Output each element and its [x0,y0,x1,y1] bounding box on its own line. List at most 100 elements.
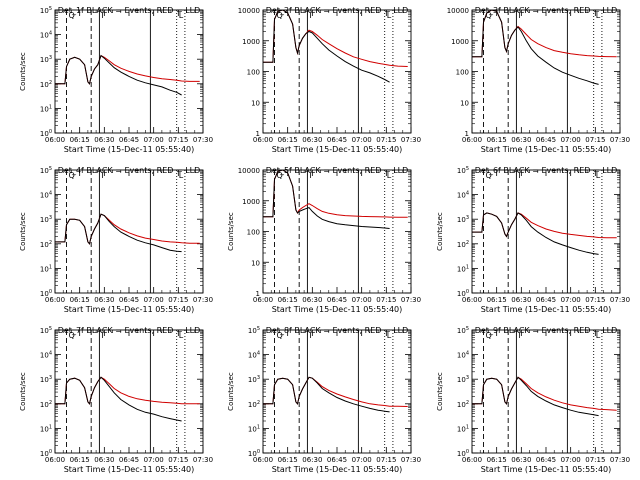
y-tick-label: 104 [457,191,469,200]
x-tick-label: 06:45 [327,456,347,464]
x-tick-label: 07:30 [401,456,421,464]
y-tick-label: 103 [248,375,260,384]
series-line-lld [263,376,408,407]
y-tick-label: 10000 [238,7,260,15]
chart-title: Det_5f BLACK = Events, RED = LLD [266,166,409,175]
x-tick-label: 06:15 [278,136,298,144]
y-axis-label: Counts/sec [227,212,235,251]
x-axis-label: Start Time (15-Dec-11 05:55:40) [481,145,612,154]
x-tick-label: 06:15 [278,296,298,304]
y-tick-label: 1000 [242,38,260,46]
x-tick-label: 06:30 [94,456,114,464]
y-tick-label: 101 [248,424,260,433]
series-line-events [263,10,390,83]
event-marker-label: Q [277,171,283,180]
event-marker-label: Q [277,331,283,340]
y-tick-label: 103 [40,55,52,64]
x-tick-label: 06:00 [45,136,65,144]
y-tick-label: 100 [457,289,469,298]
x-tick-label: 06:15 [70,136,90,144]
y-tick-label: 102 [457,240,469,249]
y-tick-label: 1000 [242,198,260,206]
series-group [472,10,617,85]
y-tick-label: 10000 [238,167,260,175]
x-tick-label: 07:15 [585,456,605,464]
y-tick-label: 100 [457,449,469,458]
y-tick-label: 102 [40,400,52,409]
y-tick-label: 102 [457,400,469,409]
y-tick-label: 104 [248,351,260,360]
y-tick-label: 105 [457,166,469,175]
plot-frame [262,9,412,134]
y-tick-label: 104 [40,351,52,360]
event-marker-label: I [518,171,520,180]
series-line-events [55,376,182,422]
chart-panel-3: 1 10 100 1000 10000 06:00 06:15 06:30 06:45 07:00… [447,6,630,154]
series-group [55,376,200,422]
x-tick-label: 06:30 [302,296,322,304]
x-tick-label: 06:30 [302,456,322,464]
y-tick-label: 10 [460,99,469,107]
plot-frame [54,9,204,134]
plot-frame [471,329,621,454]
x-tick-label: 06:30 [302,136,322,144]
y-axis-label: Counts/sec [19,212,27,251]
y-tick-label: 100 [247,69,260,77]
x-tick-label: 07:30 [610,456,630,464]
event-marker-label: I [101,331,103,340]
x-tick-label: 06:15 [487,296,507,304]
x-tick-label: 07:00 [561,136,581,144]
x-tick-label: 06:15 [487,456,507,464]
event-marker-label: Q [69,171,75,180]
x-tick-label: 06:45 [536,456,556,464]
x-tick-label: 06:00 [45,456,65,464]
x-tick-label: 07:00 [144,136,164,144]
x-axis-label: Start Time (15-Dec-11 05:55:40) [64,145,195,154]
x-tick-label: 06:15 [487,136,507,144]
series-line-events [55,213,182,253]
chart-panel-8: 100 101 102 103 104 105 06:00 06:15 06:30 06:45 07… [227,326,421,474]
plot-frame [262,329,412,454]
x-axis-label: Start Time (15-Dec-11 05:55:40) [64,465,195,474]
y-tick-label: 104 [40,191,52,200]
chart-title: Det_9f BLACK = Events, RED = LLD [475,326,618,335]
y-tick-label: 101 [40,424,52,433]
series-line-lld [472,376,617,411]
x-tick-label: 06:00 [462,296,482,304]
x-tick-label: 07:30 [193,296,213,304]
x-tick-label: 07:15 [376,456,396,464]
x-tick-label: 06:45 [119,456,139,464]
series-line-events [263,376,390,413]
event-marker-label: I [518,331,520,340]
event-marker-label: I [518,11,520,20]
x-tick-label: 07:15 [168,456,188,464]
event-marker-label: I [101,11,103,20]
x-tick-label: 07:30 [610,136,630,144]
chart-panel-4: 100 101 102 103 104 105 06:00 06:15 06:30 06:45 07… [19,166,213,314]
x-tick-label: 06:00 [462,456,482,464]
series-group [263,10,408,83]
y-tick-label: 100 [40,129,52,138]
y-tick-label: 105 [40,166,52,175]
event-marker-label: I [309,11,311,20]
x-tick-label: 07:00 [561,456,581,464]
y-tick-label: 104 [40,31,52,40]
x-axis-label: Start Time (15-Dec-11 05:55:40) [272,465,403,474]
plot-frame [471,9,621,134]
x-tick-label: 06:45 [536,136,556,144]
y-tick-label: 10 [251,259,260,267]
x-axis-label: Start Time (15-Dec-11 05:55:40) [64,305,195,314]
chart-panel-2: 1 10 100 1000 10000 06:00 06:15 06:30 06:45 07:00… [238,6,421,154]
y-tick-label: 105 [40,6,52,15]
x-tick-label: 07:00 [144,296,164,304]
x-tick-label: 07:00 [352,136,372,144]
x-tick-label: 06:15 [278,456,298,464]
x-tick-label: 07:30 [193,456,213,464]
x-tick-label: 07:00 [561,296,581,304]
event-marker-label: L [596,171,601,180]
chart-panel-6: 100 101 102 103 104 105 06:00 06:15 06:30 06:45 07… [436,166,630,314]
series-line-lld [472,212,617,239]
event-marker-label: L [179,171,184,180]
y-tick-label: 105 [40,326,52,335]
series-line-events [55,54,182,96]
